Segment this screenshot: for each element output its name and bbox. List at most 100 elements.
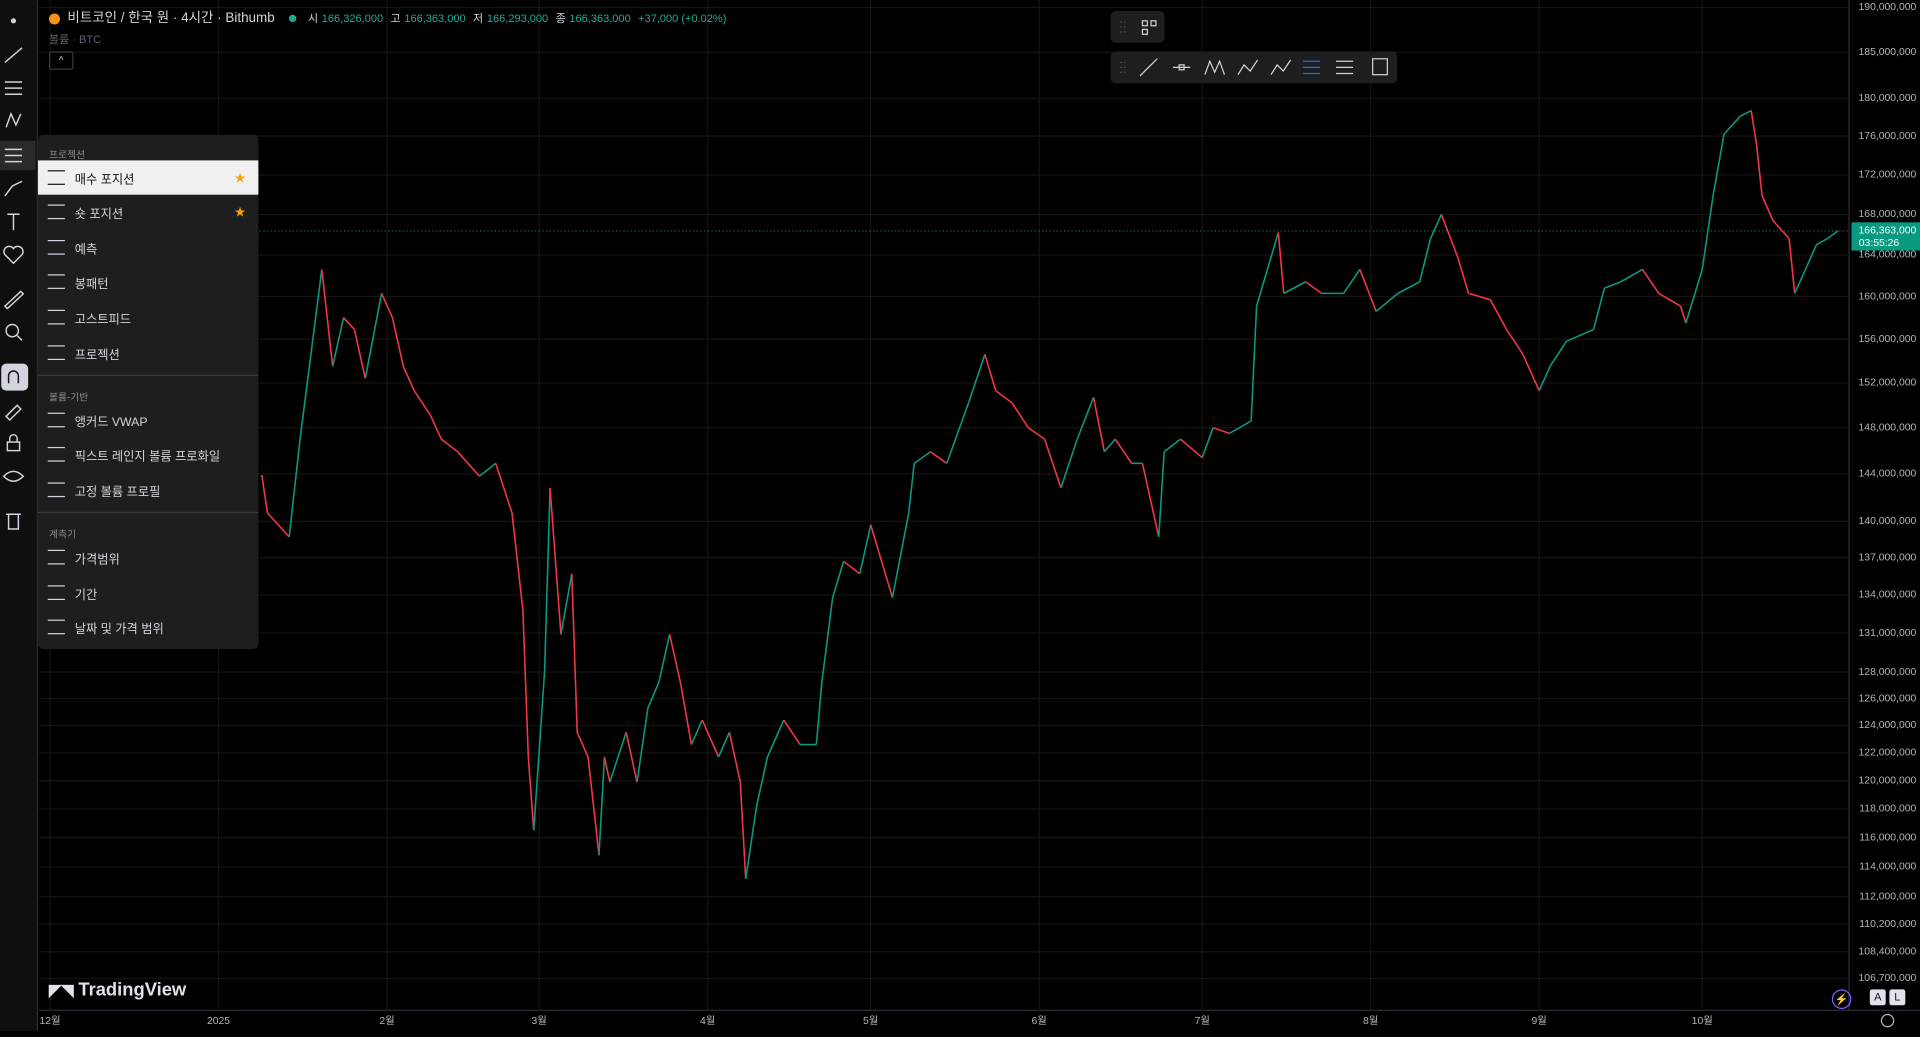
menu-section-title: 계측기 — [48, 528, 77, 541]
pattern-tool[interactable] — [1204, 59, 1226, 75]
price-segment — [571, 573, 579, 733]
y-tick-label: 112,000,000 — [1859, 892, 1916, 903]
price-segment — [766, 719, 785, 758]
menu-item-label: 가격범위 — [74, 552, 120, 567]
projection-icon[interactable] — [4, 148, 23, 163]
menu-item[interactable]: 매수 포지션 ★ — [37, 160, 259, 195]
projection-tool[interactable] — [1302, 60, 1321, 75]
visibility-icon[interactable] — [2, 470, 25, 482]
toolbar-icons — [0, 18, 36, 530]
menu-item[interactable]: 숏 포지션 ★ — [38, 195, 258, 229]
favorite-star[interactable]: ★ — [234, 205, 247, 220]
price-segment — [1592, 287, 1606, 330]
price-segment — [967, 354, 986, 404]
auto-scale-button[interactable]: A — [1869, 989, 1886, 1006]
menu-separator — [37, 511, 259, 514]
price-segment — [1685, 269, 1704, 324]
abc-tool[interactable] — [1270, 59, 1292, 76]
price-segment — [1489, 299, 1508, 330]
price-segment — [755, 756, 769, 807]
x-tick-label: 6월 — [1032, 1015, 1047, 1027]
magnet-bg[interactable] — [1, 363, 29, 391]
favorite-icon[interactable] — [3, 245, 24, 265]
y-tick-label: 160,000,000 — [1859, 291, 1917, 302]
menu-item-label: 고스트피드 — [74, 312, 132, 327]
price-segment — [717, 731, 731, 758]
text-icon[interactable] — [7, 213, 20, 231]
price-segment — [587, 756, 600, 856]
magnet-icon[interactable] — [7, 370, 20, 384]
projection-menu: 프로젝션 매수 포지션 ★ 숏 포지션 ★ 예측 봉패턴 고스트피드 프로젝션 볼륨-기반 앵커드 … — [37, 134, 259, 649]
menu-item[interactable]: 픽스트 레인지 볼륨 프로화일 — [38, 437, 258, 471]
cursor-icon[interactable] — [10, 18, 17, 24]
zoom-icon[interactable] — [5, 323, 20, 338]
x-tick-label: 5월 — [863, 1015, 878, 1027]
stay-drawing-icon[interactable] — [5, 404, 22, 422]
elliott-tool[interactable] — [1237, 59, 1259, 76]
pattern-icon[interactable] — [5, 111, 22, 128]
y-tick-label: 152,000,000 — [1859, 378, 1917, 389]
y-tick-label: 120,000,000 — [1859, 775, 1917, 786]
line-tool[interactable] — [1139, 58, 1158, 77]
brush-icon[interactable] — [4, 180, 23, 197]
horizontal-tool[interactable] — [1173, 64, 1191, 71]
trend-line-icon[interactable] — [4, 47, 23, 64]
settings-button[interactable] — [1880, 1013, 1895, 1028]
x-tick-label: 7월 — [1195, 1015, 1210, 1027]
price-segment — [1011, 402, 1029, 429]
price-segment — [1397, 281, 1421, 295]
menu-item[interactable]: 고스트피드 — [38, 300, 258, 334]
price-segment — [1761, 195, 1774, 221]
menu-section-title: 볼륨-기반 — [48, 391, 89, 403]
price-segment — [391, 317, 405, 367]
price-segment — [1723, 115, 1741, 135]
y-tick-label: 116,000,000 — [1859, 832, 1916, 843]
x-tick-label: 12월 — [39, 1015, 60, 1027]
price-segment — [1815, 237, 1828, 246]
menu-item-label: 픽스트 레인지 볼륨 프로화일 — [74, 450, 221, 464]
menu-section-title: 프로젝션 — [48, 149, 86, 161]
ruler-icon[interactable] — [3, 290, 25, 310]
position-tool[interactable] — [1335, 60, 1354, 75]
trash-icon[interactable] — [6, 513, 21, 530]
menu-item[interactable]: 가격범위 — [38, 540, 258, 574]
log-scale-button[interactable]: L — [1889, 989, 1906, 1006]
menu-item-icon — [47, 204, 65, 220]
price-segment — [609, 732, 627, 783]
favorite-star[interactable]: ★ — [234, 170, 247, 186]
price-segment — [1679, 305, 1687, 324]
shape-tool[interactable] — [1372, 58, 1388, 76]
menu-item-icon — [47, 274, 65, 289]
price-segment — [494, 463, 513, 514]
menu-item-icon — [47, 619, 65, 635]
price-segment — [869, 524, 883, 562]
price-segment — [859, 524, 872, 574]
ohlc-value: 166,293,000 — [486, 12, 549, 25]
price-segment — [815, 682, 823, 745]
lock-icon[interactable] — [6, 441, 21, 452]
price-segment — [522, 610, 530, 758]
menu-item[interactable]: 예측 — [38, 230, 258, 264]
fib-icon[interactable] — [4, 81, 23, 96]
price-segment — [402, 366, 415, 391]
collapse-button[interactable]: ^ — [48, 51, 74, 70]
alert-button[interactable]: ⚡ — [1831, 989, 1852, 1009]
symbol-name[interactable]: 비트코인 / 한국 원 · 4시간 · Bithumb — [67, 11, 275, 26]
x-tick-label: 4월 — [700, 1015, 715, 1027]
menu-item[interactable]: 앵커드 VWAP — [38, 403, 258, 437]
price-segment — [1043, 438, 1062, 489]
layout-icon[interactable] — [1141, 20, 1148, 27]
menu-item[interactable]: 봉패턴 — [38, 264, 258, 298]
x-tick-label: 2025 — [207, 1016, 230, 1027]
menu-item[interactable]: 프로젝션 — [38, 336, 258, 370]
price-segment — [679, 682, 693, 745]
menu-item[interactable]: 날짜 및 가격 범위 — [38, 610, 258, 644]
menu-item-label: 매수 포지션 — [74, 173, 135, 187]
price-segment — [843, 560, 861, 575]
y-tick-label: 108,400,000 — [1859, 947, 1917, 958]
volume-legend: 볼륨 · BTC — [48, 33, 102, 46]
menu-item[interactable]: 기간 — [38, 576, 258, 610]
menu-item[interactable]: 고정 볼륨 프로필 — [38, 473, 258, 507]
floating-icons — [1120, 58, 1388, 77]
